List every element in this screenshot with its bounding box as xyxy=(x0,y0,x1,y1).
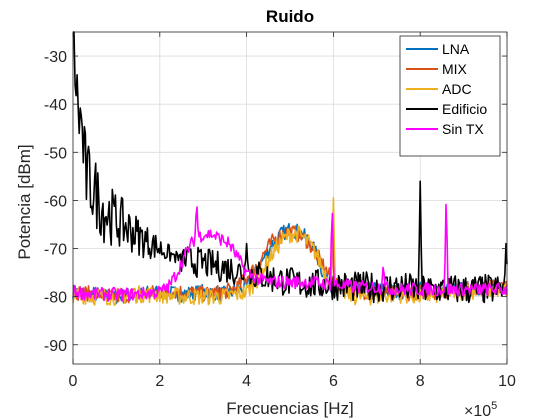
tick-marks xyxy=(72,32,508,364)
x-tick-label: 8 xyxy=(416,373,425,390)
legend-label-edificio: Edificio xyxy=(442,101,487,117)
series-line-edificio xyxy=(73,31,508,304)
plot-frame xyxy=(72,31,508,365)
legend-label-mix: MIX xyxy=(442,61,468,77)
series-line-sin-tx xyxy=(72,203,508,302)
series-lines xyxy=(72,31,508,306)
y-axis-label: Potencia [dBm] xyxy=(15,144,34,259)
series-line-mix xyxy=(72,225,508,304)
legend-label-adc: ADC xyxy=(442,81,472,97)
x-axis-label: Frecuencias [Hz] xyxy=(226,399,354,418)
tick-labels: 0 2 4 6 8 10 -90 -80 -70 -60 -50 -40 -30 xyxy=(44,49,516,390)
x-tick-label: 0 xyxy=(69,373,78,390)
y-tick-label: -60 xyxy=(44,193,67,210)
y-tick-label: -40 xyxy=(44,97,67,114)
legend-box xyxy=(399,35,501,157)
legend-label-lna: LNA xyxy=(442,41,470,57)
legend-label-sin-tx: Sin TX xyxy=(442,121,484,137)
x-tick-label: 6 xyxy=(329,373,338,390)
legend: LNA MIX ADC Edificio Sin TX xyxy=(399,35,501,157)
x-axis-exponent-power: 5 xyxy=(491,400,497,412)
y-tick-label: -30 xyxy=(44,49,67,66)
x-tick-label: 4 xyxy=(242,373,251,390)
x-axis-exponent: ×105 xyxy=(464,400,497,420)
x-axis-exponent-base: ×10 xyxy=(464,403,491,420)
y-tick-label: -80 xyxy=(44,290,67,307)
x-tick-label: 10 xyxy=(498,373,516,390)
chart-title: Ruido xyxy=(266,7,314,26)
y-tick-label: -70 xyxy=(44,242,67,259)
y-tick-label: -50 xyxy=(44,145,67,162)
x-tick-label: 2 xyxy=(155,373,164,390)
y-tick-label: -90 xyxy=(44,338,67,355)
